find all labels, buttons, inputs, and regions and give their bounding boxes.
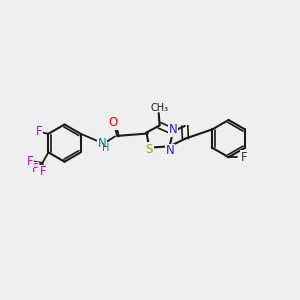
- Text: F: F: [241, 151, 247, 164]
- Text: F: F: [40, 165, 46, 178]
- Text: S: S: [146, 142, 153, 156]
- Text: CH₃: CH₃: [151, 103, 169, 113]
- Text: N: N: [166, 144, 175, 158]
- Text: O: O: [109, 116, 118, 130]
- Text: F: F: [32, 162, 38, 176]
- Text: N: N: [98, 136, 106, 150]
- Text: H: H: [102, 142, 109, 153]
- Text: F: F: [26, 155, 33, 168]
- Text: F: F: [36, 125, 43, 138]
- Text: N: N: [169, 123, 178, 136]
